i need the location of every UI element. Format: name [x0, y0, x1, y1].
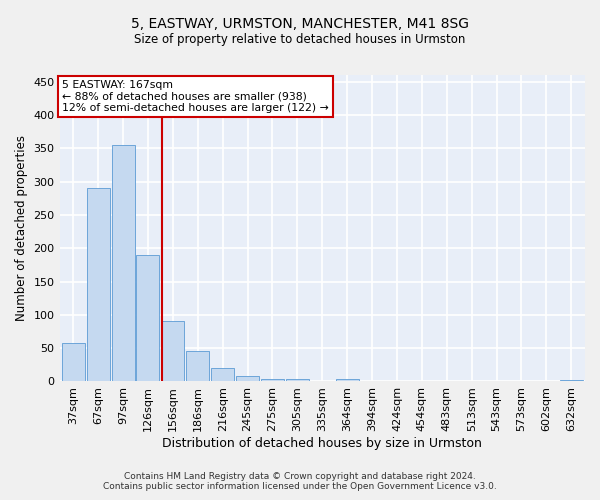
Bar — [336, 380, 359, 382]
Bar — [186, 351, 209, 382]
Text: 5, EASTWAY, URMSTON, MANCHESTER, M41 8SG: 5, EASTWAY, URMSTON, MANCHESTER, M41 8SG — [131, 18, 469, 32]
Text: Size of property relative to detached houses in Urmston: Size of property relative to detached ho… — [134, 32, 466, 46]
Bar — [62, 343, 85, 382]
Text: Contains HM Land Registry data © Crown copyright and database right 2024.
Contai: Contains HM Land Registry data © Crown c… — [103, 472, 497, 491]
Y-axis label: Number of detached properties: Number of detached properties — [15, 135, 28, 321]
Text: 5 EASTWAY: 167sqm
← 88% of detached houses are smaller (938)
12% of semi-detache: 5 EASTWAY: 167sqm ← 88% of detached hous… — [62, 80, 329, 113]
Bar — [161, 322, 184, 382]
Bar — [112, 145, 134, 382]
Bar — [286, 380, 309, 382]
Bar — [136, 255, 160, 382]
Bar — [261, 379, 284, 382]
Bar — [86, 188, 110, 382]
Bar — [560, 380, 583, 382]
X-axis label: Distribution of detached houses by size in Urmston: Distribution of detached houses by size … — [163, 437, 482, 450]
Bar — [236, 376, 259, 382]
Bar — [211, 368, 234, 382]
